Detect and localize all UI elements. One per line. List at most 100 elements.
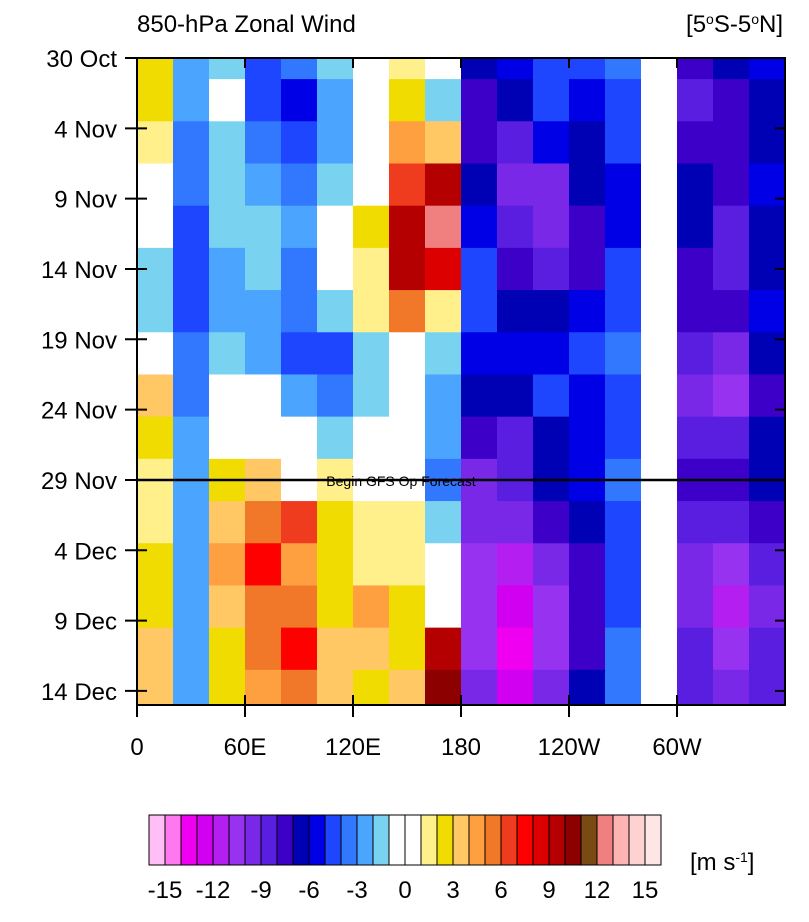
cell	[353, 58, 390, 80]
cell	[317, 205, 354, 249]
label-part: [5	[686, 11, 706, 38]
cell	[245, 121, 282, 164]
cell	[641, 163, 678, 207]
cell	[209, 627, 246, 671]
cell	[281, 247, 318, 291]
cell	[533, 163, 570, 207]
cell	[317, 163, 354, 207]
y-tick-label: 14 Dec	[41, 679, 117, 706]
colorbar-box	[516, 814, 534, 866]
cell	[569, 669, 606, 705]
cell	[209, 247, 246, 291]
cell	[317, 501, 354, 544]
cell	[677, 627, 714, 671]
colorbar-box	[484, 814, 502, 866]
cell	[461, 332, 498, 375]
cell	[533, 627, 570, 671]
cell	[245, 374, 282, 418]
cell	[173, 121, 210, 164]
cell	[677, 585, 714, 629]
cell	[533, 669, 570, 705]
cell	[245, 501, 282, 544]
cell	[497, 163, 534, 207]
colorbar-box	[228, 814, 246, 866]
cell	[317, 585, 354, 629]
cell	[641, 627, 678, 671]
cell	[461, 121, 498, 164]
colorbar-box	[372, 814, 390, 866]
cell	[389, 79, 426, 122]
cell	[353, 543, 390, 586]
colorbar-box	[196, 814, 214, 866]
cell	[353, 332, 390, 375]
cell	[713, 332, 750, 375]
cell	[173, 58, 210, 80]
cell	[281, 374, 318, 418]
colorbar-label: 9	[542, 877, 555, 904]
cell	[173, 205, 210, 249]
colorbar-label: -12	[196, 877, 231, 904]
cell	[641, 416, 678, 460]
cell	[605, 501, 642, 544]
cell	[533, 501, 570, 544]
colorbar-label: 6	[494, 877, 507, 904]
cell	[497, 121, 534, 164]
x-tick-label: 180	[441, 734, 481, 761]
cell	[281, 290, 318, 333]
colorbar-box	[276, 814, 294, 866]
cell	[245, 205, 282, 249]
cell	[677, 374, 714, 418]
cell	[461, 501, 498, 544]
cell	[137, 79, 174, 122]
cell	[569, 58, 606, 80]
cell	[353, 669, 390, 705]
cell	[497, 290, 534, 333]
cell	[245, 585, 282, 629]
colorbar-label: -6	[298, 877, 319, 904]
label-part: -1	[735, 849, 748, 865]
cell	[353, 416, 390, 460]
cell	[281, 332, 318, 375]
colorbar-box	[308, 814, 326, 866]
cell	[281, 585, 318, 629]
cell	[641, 501, 678, 544]
cell	[281, 58, 318, 80]
cell	[641, 247, 678, 291]
cell	[173, 543, 210, 586]
cell	[353, 163, 390, 207]
cell	[749, 290, 785, 333]
cell	[317, 247, 354, 291]
x-tick-label: 120W	[538, 734, 601, 761]
cell	[425, 79, 462, 122]
cell	[173, 163, 210, 207]
cell	[137, 374, 174, 418]
cell	[209, 290, 246, 333]
cell	[677, 163, 714, 207]
cell	[389, 163, 426, 207]
cell	[713, 290, 750, 333]
cell	[425, 332, 462, 375]
cell	[569, 205, 606, 249]
cell	[173, 669, 210, 705]
cell	[461, 585, 498, 629]
colorbar-box	[180, 814, 198, 866]
cell	[533, 416, 570, 460]
cell	[245, 290, 282, 333]
cell	[245, 416, 282, 460]
cell	[497, 501, 534, 544]
cell	[353, 374, 390, 418]
cell	[641, 79, 678, 122]
cell	[677, 332, 714, 375]
cell	[245, 163, 282, 207]
colorbar-box	[596, 814, 614, 866]
cell	[605, 79, 642, 122]
cell	[569, 627, 606, 671]
cell	[605, 247, 642, 291]
cell	[713, 543, 750, 586]
cell	[389, 332, 426, 375]
cell	[677, 416, 714, 460]
cell	[605, 205, 642, 249]
cell	[497, 669, 534, 705]
cell	[281, 205, 318, 249]
cell	[713, 247, 750, 291]
